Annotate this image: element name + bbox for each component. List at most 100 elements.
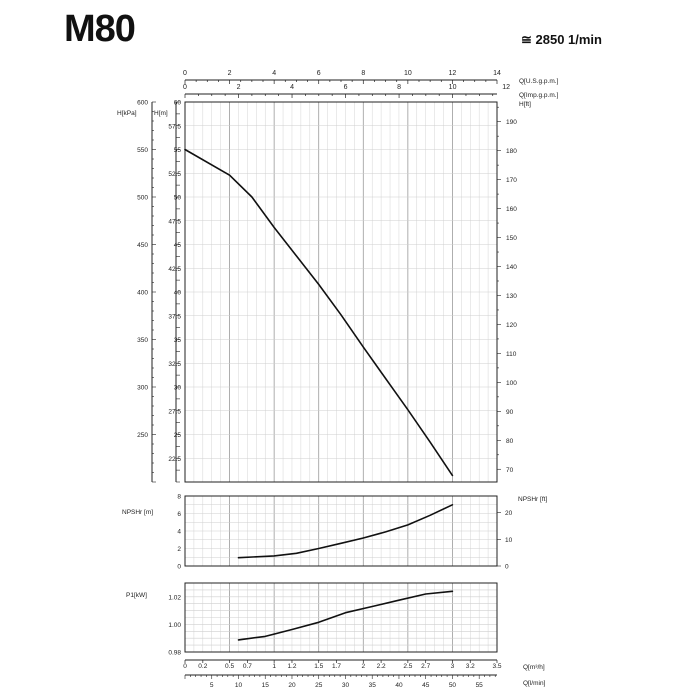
m3h-tick-label: 3 [451, 663, 455, 670]
top-axis-tick-label: 6 [317, 70, 321, 77]
hm-tick-label: 25 [174, 432, 182, 439]
lmin-tick-label: 40 [395, 682, 403, 689]
hm-tick-label: 22.5 [168, 456, 181, 463]
hm-tick-label: 57.5 [168, 123, 181, 130]
m3h-tick-label: 1.5 [314, 663, 323, 670]
npsh-right-tick-label: 20 [505, 510, 513, 517]
lmin-tick-label: 50 [449, 682, 457, 689]
hft-tick-label: 80 [506, 438, 514, 445]
hm-tick-label: 60 [174, 100, 182, 107]
lmin-tick-label: 30 [342, 682, 350, 689]
hft-tick-label: 190 [506, 119, 517, 126]
hm-tick-label: 47.5 [168, 218, 181, 225]
hft-tick-label: 110 [506, 351, 517, 358]
top-axis-tick-label: 4 [290, 84, 294, 91]
npsh-left-tick-label: 8 [177, 494, 181, 501]
npsh-right-tick-label: 10 [505, 537, 513, 544]
hm-tick-label: 42.5 [168, 266, 181, 273]
power-axis-label: P1[kW] [126, 592, 147, 599]
lmin-tick-label: 25 [315, 682, 323, 689]
hm-tick-label: 52.5 [168, 171, 181, 178]
hft-tick-label: 170 [506, 177, 517, 184]
hft-axis-label: H[ft] [519, 101, 531, 108]
top-axis-tick-label: 10 [404, 70, 412, 77]
lmin-tick-label: 55 [476, 682, 484, 689]
kpa-tick-label: 350 [137, 337, 148, 344]
hm-tick-label: 55 [174, 147, 182, 154]
top-axis-tick-label: 12 [449, 70, 457, 77]
kpa-tick-label: 600 [137, 100, 148, 107]
m3h-tick-label: 1.2 [287, 663, 296, 670]
hft-tick-label: 160 [506, 206, 517, 213]
hm-axis-label: H[m] [154, 110, 168, 117]
m3h-tick-label: 2.5 [403, 663, 412, 670]
kpa-tick-label: 550 [137, 147, 148, 154]
speed-label: ≅ 2850 1/min [521, 32, 602, 47]
m3h-tick-label: 0.5 [225, 663, 234, 670]
npsh-right-axis-label: NPSHr [ft] [518, 496, 547, 503]
kpa-axis-label: H[kPa] [117, 110, 137, 117]
power-curve [237, 590, 454, 641]
npsh-left-tick-label: 0 [177, 564, 181, 571]
top-axis-zero-label: 0 [183, 70, 187, 77]
npsh-left-axis-label: NPSHr [m] [122, 509, 153, 516]
power-tick-label: 1.00 [168, 622, 181, 629]
top-axis-tick-label: 14 [493, 70, 501, 77]
hft-tick-label: 140 [506, 264, 517, 271]
hft-tick-label: 70 [506, 467, 514, 474]
hft-tick-label: 90 [506, 409, 514, 416]
hft-tick-label: 130 [506, 293, 517, 300]
hft-tick-label: 100 [506, 380, 517, 387]
hm-tick-label: 35 [174, 337, 182, 344]
hft-tick-label: 120 [506, 322, 517, 329]
top-axis-tick-label: 2 [228, 70, 232, 77]
hm-tick-label: 40 [174, 290, 182, 297]
m3h-tick-label: 0.2 [198, 663, 207, 670]
hm-tick-label: 37.5 [168, 313, 181, 320]
top-axis-tick-label: 2 [237, 84, 241, 91]
lmin-tick-label: 35 [369, 682, 377, 689]
top-axis-tick-label: 6 [344, 84, 348, 91]
m3h-tick-label: 2.2 [377, 663, 386, 670]
lmin-tick-label: 45 [422, 682, 430, 689]
hm-tick-label: 32.5 [168, 361, 181, 368]
lmin-axis-label: Q[l/min] [523, 680, 546, 687]
model-title: M80 [64, 8, 136, 50]
hft-tick-label: 150 [506, 235, 517, 242]
hft-tick-label: 180 [506, 148, 517, 155]
top-axis-tick-label: 4 [272, 70, 276, 77]
power-tick-label: 1.02 [168, 594, 181, 601]
m3h-tick-label: 0 [183, 663, 187, 670]
lmin-tick-label: 10 [235, 682, 243, 689]
npsh-left-tick-label: 6 [177, 511, 181, 518]
top-axis-tick-label: 12 [502, 84, 510, 91]
hm-tick-label: 45 [174, 242, 182, 249]
power-frame [184, 582, 498, 653]
kpa-tick-label: 450 [137, 242, 148, 249]
head-curve [184, 148, 454, 477]
lmin-tick-label: 20 [288, 682, 296, 689]
kpa-tick-label: 400 [137, 290, 148, 297]
hm-tick-label: 50 [174, 195, 182, 202]
hm-tick-label: 27.5 [168, 408, 181, 415]
top-axis-label: Q[Imp.g.p.m.] [519, 92, 559, 99]
m3h-axis-label: Q[m³/h] [523, 664, 545, 671]
top-axis-tick-label: 8 [361, 70, 365, 77]
hm-tick-label: 30 [174, 385, 182, 392]
head-frame [184, 101, 498, 483]
kpa-tick-label: 500 [137, 195, 148, 202]
npsh-right-tick-label: 0 [505, 564, 509, 571]
kpa-tick-label: 250 [137, 432, 148, 439]
top-axis-tick-label: 8 [397, 84, 401, 91]
m3h-tick-label: 0.7 [243, 663, 252, 670]
top-axis-tick-label: 0 [183, 84, 187, 91]
top-axis-tick-label: 10 [449, 84, 457, 91]
m3h-tick-label: 3.2 [466, 663, 475, 670]
npsh-curve [237, 503, 454, 559]
m3h-tick-label: 2.7 [421, 663, 430, 670]
m3h-tick-label: 1.7 [332, 663, 341, 670]
m3h-tick-label: 2 [361, 663, 365, 670]
lmin-tick-label: 15 [262, 682, 270, 689]
m3h-tick-label: 1 [272, 663, 276, 670]
